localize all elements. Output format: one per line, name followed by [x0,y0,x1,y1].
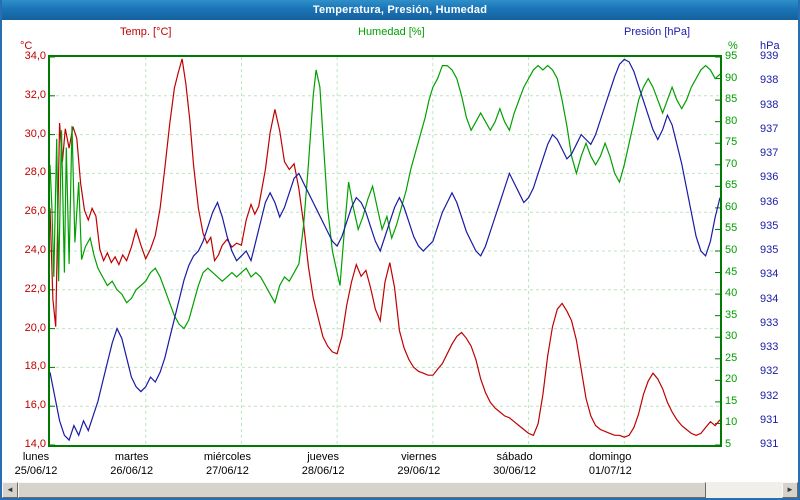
day-label-viernes: viernes [401,451,437,463]
temperature-tick: 14,0 [24,438,46,450]
day-date: 26/06/12 [110,465,154,477]
temperature-tick: 18,0 [24,360,46,373]
pressure-tick: 938 [760,74,779,87]
pressure-tick: 932 [760,365,779,378]
temperature-tick: 28,0 [24,166,46,179]
day-label-miércoles: miércoles [203,451,251,463]
day-date: 29/06/12 [397,465,441,477]
humidity-tick: 90 [725,71,738,84]
pressure-axis-unit: hPa [760,40,780,52]
day-label-sábado: sábado [496,451,533,463]
pressure-tick: 931 [760,438,779,450]
series-line-humidity [50,64,720,330]
humidity-tick: 25 [725,351,738,364]
plot-area [48,55,722,447]
temperature-tick: 24,0 [24,244,46,256]
day-date: 30/06/12 [493,465,536,477]
humidity-tick: 50 [725,244,738,256]
legend-temperature: Temp. [°C] [120,26,172,38]
day-label-jueves: jueves [307,451,340,463]
humidity-tick: 70 [725,157,738,170]
scroll-left-button[interactable]: ◄ [2,482,18,498]
day-label-lunes: lunes [22,451,50,463]
pressure-tick: 937 [760,122,779,135]
temperature-tick: 26,0 [24,205,46,218]
pressure-tick: 937 [760,147,779,159]
series-line-temperature [50,58,720,438]
humidity-tick: 40 [725,287,738,300]
humidity-tick: 95 [725,50,738,62]
pressure-tick: 935 [760,244,779,256]
pressure-tick: 936 [760,171,779,184]
pressure-tick: 935 [760,219,779,232]
series-line-pressure [50,58,720,442]
humidity-tick: 10 [725,416,738,429]
legend-humidity: Humedad [%] [358,26,425,38]
scrollbar-thumb[interactable] [18,482,706,498]
pressure-tick: 932 [760,389,779,402]
day-date: 27/06/12 [206,465,249,477]
scrollbar-track[interactable] [18,482,782,498]
temperature-tick: 30,0 [24,127,46,140]
pressure-tick: 931 [760,413,779,426]
humidity-tick: 45 [725,265,738,278]
pressure-tick: 933 [760,316,779,329]
horizontal-scrollbar[interactable]: ◄ ► [2,482,798,498]
temperature-tick: 34,0 [24,50,46,62]
temperature-tick: 22,0 [24,282,46,295]
temperature-axis-unit: °C [20,40,33,52]
humidity-tick: 5 [725,438,732,450]
humidity-tick: 85 [725,93,738,106]
humidity-tick: 35 [725,308,738,321]
window-title: Temperatura, Presión, Humedad [2,0,798,20]
day-label-domingo: domingo [589,451,632,463]
temperature-tick: 32,0 [24,88,46,101]
humidity-tick: 30 [725,330,738,343]
pressure-tick: 936 [760,195,779,208]
humidity-tick: 60 [725,200,738,213]
day-date: 28/06/12 [301,465,345,477]
pressure-tick: 933 [760,341,779,353]
humidity-tick: 20 [725,373,738,386]
temperature-tick: 20,0 [24,321,46,334]
pressure-tick: 939 [760,50,779,62]
humidity-tick: 15 [725,394,738,407]
day-label-martes: martes [114,451,149,463]
humidity-tick: 65 [725,179,738,192]
humidity-axis-unit: % [728,40,738,52]
scroll-right-button[interactable]: ► [782,482,798,498]
pressure-tick: 938 [760,98,779,111]
day-date: 01/07/12 [588,465,632,477]
humidity-tick: 55 [725,222,738,235]
humidity-tick: 80 [725,114,738,127]
day-date: 25/06/12 [14,465,58,477]
chart-canvas [50,57,720,445]
pressure-tick: 934 [760,268,779,281]
pressure-tick: 934 [760,292,779,305]
temperature-tick: 16,0 [24,399,46,412]
legend-pressure: Presión [hPa] [624,26,691,38]
humidity-tick: 75 [725,136,738,149]
